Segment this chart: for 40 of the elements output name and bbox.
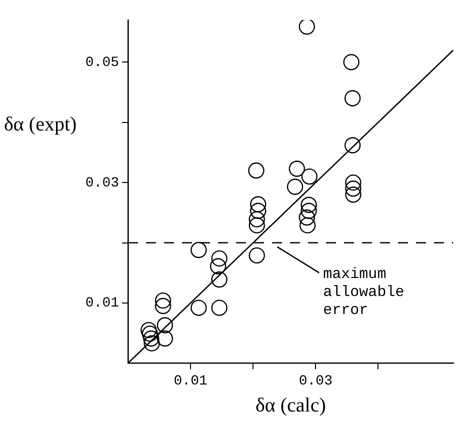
point xyxy=(298,20,316,35)
point xyxy=(142,326,158,342)
point xyxy=(190,242,207,258)
point xyxy=(211,271,228,288)
point xyxy=(248,162,264,179)
point xyxy=(248,211,265,228)
point xyxy=(299,217,316,234)
point xyxy=(156,330,174,347)
point xyxy=(298,209,316,226)
point xyxy=(210,258,226,274)
point xyxy=(300,196,317,213)
point xyxy=(344,137,361,154)
point xyxy=(288,160,306,177)
x-axis-title: δα (calc) xyxy=(255,394,326,416)
point xyxy=(301,168,318,185)
point xyxy=(156,317,174,334)
point xyxy=(300,202,317,219)
y-axis-title: δα (expt) xyxy=(4,114,77,136)
point xyxy=(154,292,172,309)
point xyxy=(286,178,304,195)
point xyxy=(143,330,160,347)
point xyxy=(140,322,157,338)
point xyxy=(211,300,228,316)
point xyxy=(154,298,172,314)
point xyxy=(343,54,360,70)
ref-line-label: maximum allowable error xyxy=(323,266,404,320)
point xyxy=(345,186,362,203)
point xyxy=(345,180,362,197)
point xyxy=(344,90,361,106)
point xyxy=(211,250,228,267)
point xyxy=(250,202,266,219)
y-tick-label: 0.05 xyxy=(85,54,119,71)
point xyxy=(190,300,207,316)
point xyxy=(144,335,160,352)
point xyxy=(345,174,362,191)
point xyxy=(250,196,266,212)
point xyxy=(248,247,265,264)
point xyxy=(248,217,265,234)
y-tick-label: 0.01 xyxy=(85,296,119,312)
y-tick-label: 0.03 xyxy=(85,175,119,192)
